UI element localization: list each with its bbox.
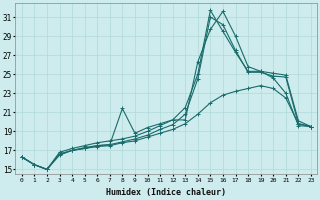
X-axis label: Humidex (Indice chaleur): Humidex (Indice chaleur) <box>106 188 226 197</box>
